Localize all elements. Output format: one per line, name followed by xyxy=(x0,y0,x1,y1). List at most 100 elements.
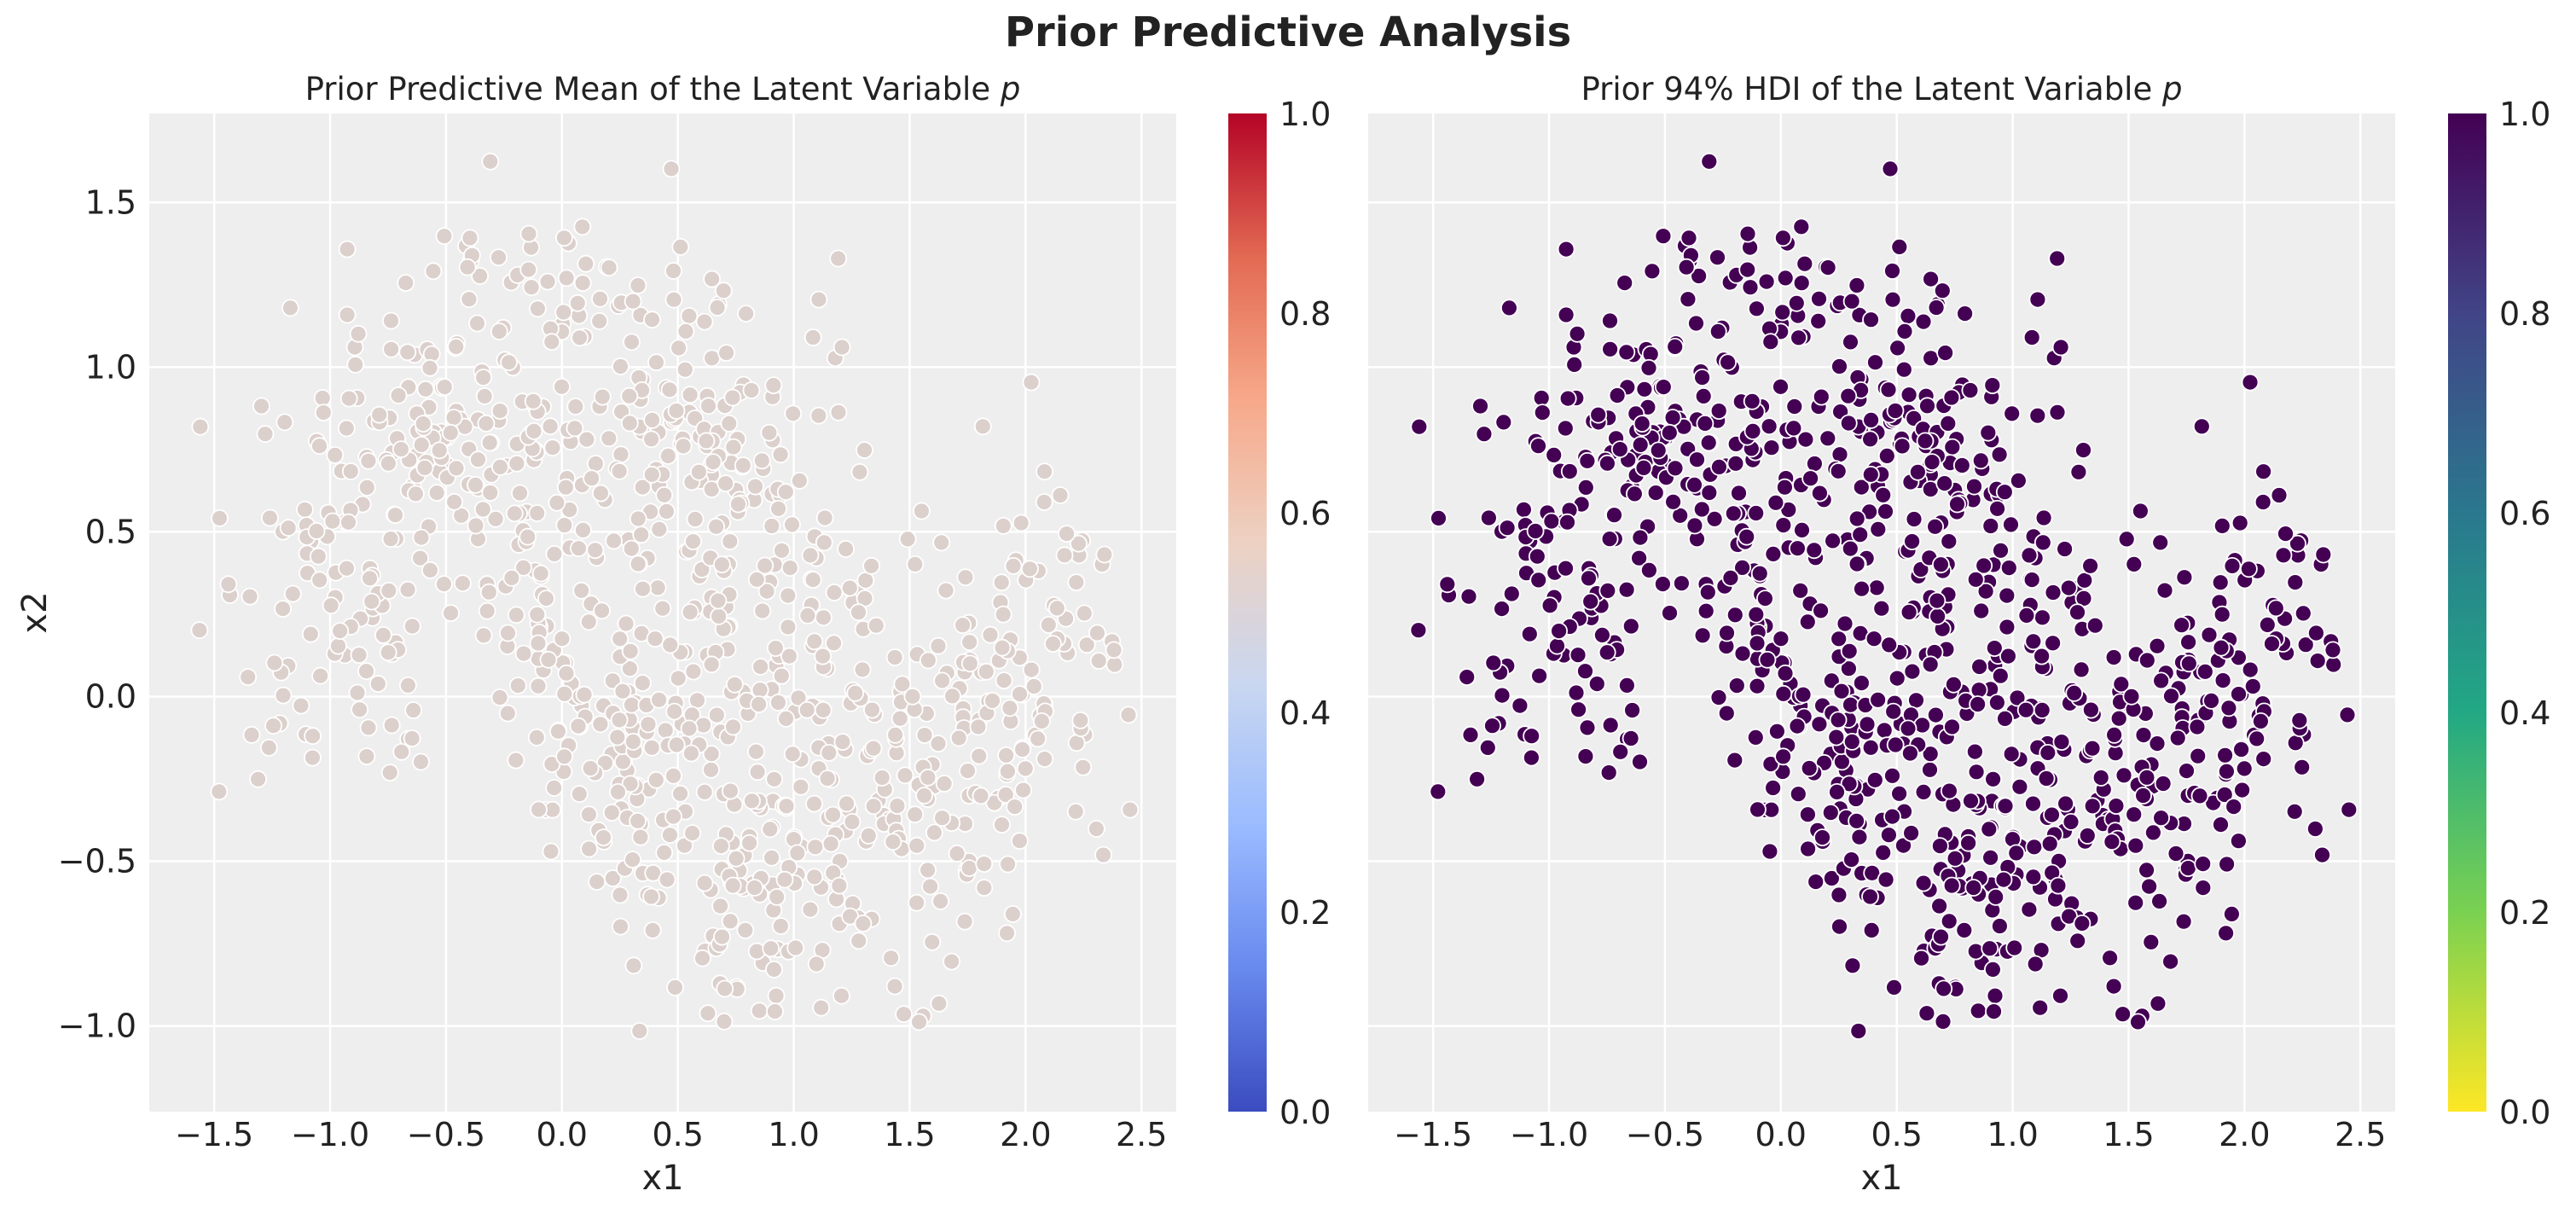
data-point xyxy=(574,521,592,539)
data-point xyxy=(1930,897,1949,915)
data-point xyxy=(693,949,711,967)
data-point xyxy=(2092,769,2110,787)
data-point xyxy=(1984,770,2003,788)
data-point xyxy=(1033,712,1051,730)
data-point xyxy=(1841,539,1859,558)
data-point xyxy=(764,376,783,395)
data-point xyxy=(500,353,518,372)
data-point xyxy=(1821,804,1840,822)
data-point xyxy=(1458,668,1477,686)
data-point xyxy=(1880,636,1899,654)
data-point xyxy=(2073,915,2092,932)
x-tick-label: 1.5 xyxy=(884,1116,935,1153)
data-point xyxy=(1926,706,1945,724)
data-point xyxy=(1618,677,1636,694)
data-point xyxy=(2010,777,2029,796)
data-point xyxy=(404,701,423,719)
data-point xyxy=(1589,405,1608,424)
data-point xyxy=(1685,516,1704,535)
data-point xyxy=(921,877,939,896)
data-point xyxy=(549,722,567,741)
data-point xyxy=(821,834,840,853)
data-point xyxy=(806,838,825,857)
data-point xyxy=(241,587,259,606)
data-point xyxy=(265,653,284,672)
data-point xyxy=(249,770,268,788)
data-point xyxy=(1842,733,1861,751)
data-point xyxy=(570,539,588,558)
left-y-axis-label: x2 xyxy=(15,591,55,633)
data-point xyxy=(1480,508,1498,527)
data-point xyxy=(1774,747,1793,766)
data-point xyxy=(1578,451,1597,470)
data-point xyxy=(1654,227,1673,246)
data-point xyxy=(788,844,807,863)
data-point xyxy=(1796,430,1815,449)
data-point xyxy=(1568,324,1587,343)
data-point xyxy=(1484,653,1503,672)
data-point xyxy=(2308,652,2327,670)
data-point xyxy=(1617,580,1636,599)
data-point xyxy=(1894,836,1912,855)
data-point xyxy=(2020,900,2039,919)
data-point xyxy=(2270,486,2289,504)
data-point xyxy=(303,748,322,767)
data-point xyxy=(1858,715,1877,734)
data-point xyxy=(1605,506,1623,525)
data-point xyxy=(838,794,856,813)
data-point xyxy=(2033,608,2051,627)
data-point xyxy=(1500,299,1518,317)
data-point xyxy=(577,254,595,273)
data-point xyxy=(930,994,949,1013)
data-point xyxy=(999,762,1017,781)
data-point xyxy=(1587,675,1606,693)
data-point xyxy=(1409,621,1428,640)
data-point xyxy=(1709,402,1728,421)
data-point xyxy=(807,955,826,973)
data-point xyxy=(382,716,401,735)
data-point xyxy=(1867,578,1886,597)
data-point xyxy=(650,520,669,538)
data-point xyxy=(2068,932,2087,950)
data-point xyxy=(543,439,562,457)
data-point xyxy=(815,533,833,552)
data-point xyxy=(655,844,674,862)
data-point xyxy=(2074,441,2092,459)
data-point xyxy=(1877,870,1895,889)
data-point xyxy=(1976,582,1995,601)
data-point xyxy=(2040,834,2059,853)
data-point xyxy=(2025,838,2044,857)
data-point xyxy=(474,626,493,645)
data-point xyxy=(2101,949,2120,967)
data-point xyxy=(1761,333,1780,351)
data-point xyxy=(726,675,744,694)
data-point xyxy=(2178,762,2196,780)
data-point xyxy=(339,513,357,531)
data-point xyxy=(1793,521,1811,539)
data-point xyxy=(1933,282,1952,300)
data-point xyxy=(898,530,917,549)
data-point xyxy=(1829,462,1848,480)
data-point xyxy=(642,887,660,906)
data-point xyxy=(1578,718,1597,737)
data-point xyxy=(805,868,824,886)
data-point xyxy=(406,485,425,503)
data-point xyxy=(1886,735,1905,754)
data-point xyxy=(374,626,392,644)
data-point xyxy=(1121,800,1140,819)
data-point xyxy=(1088,820,1105,838)
data-point xyxy=(2179,654,2198,673)
data-point xyxy=(583,469,600,488)
data-point xyxy=(1961,381,1980,399)
data-point xyxy=(530,800,548,819)
data-point xyxy=(1812,387,1830,406)
data-point xyxy=(1877,502,1894,520)
data-point xyxy=(789,688,808,707)
data-point xyxy=(833,338,851,357)
data-point xyxy=(1929,607,1947,625)
data-point xyxy=(555,747,573,766)
data-point xyxy=(1530,666,1548,685)
data-point xyxy=(2114,1005,2132,1024)
data-point xyxy=(893,675,912,694)
data-point xyxy=(1622,729,1640,747)
